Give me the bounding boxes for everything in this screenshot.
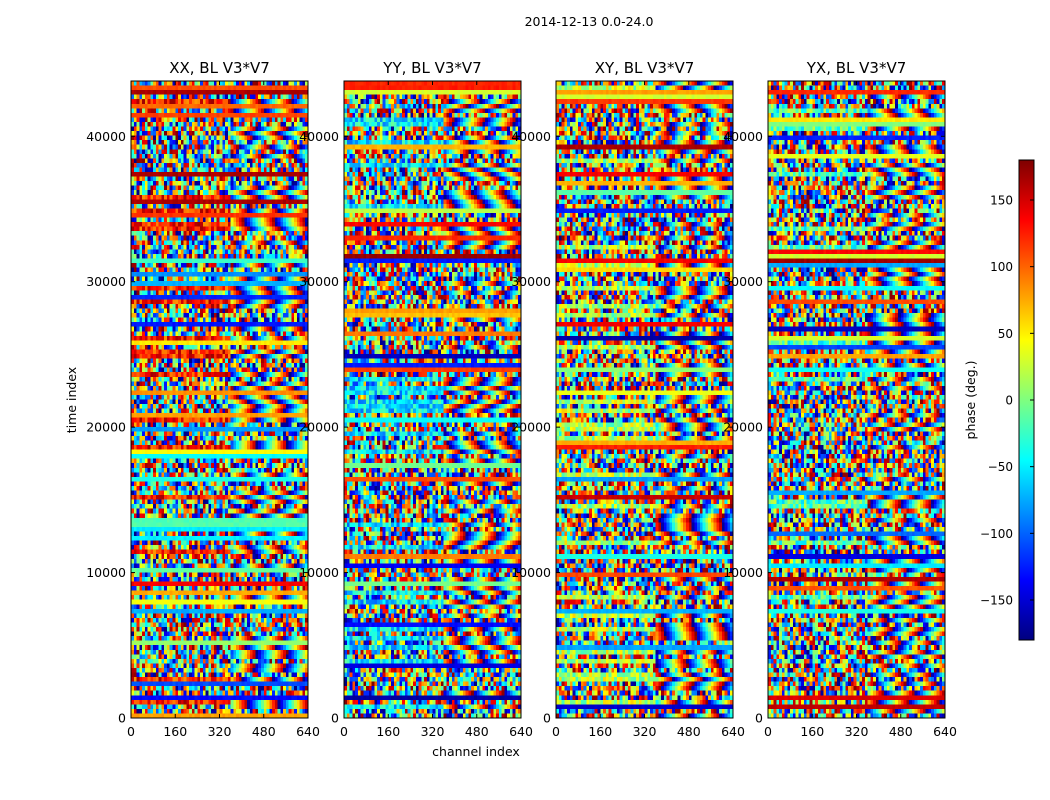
panel-title-2: XY, BL V3*V7 — [595, 59, 695, 77]
colorbar-tick-label-4: 50 — [998, 327, 1013, 341]
y-tick-label-2-1: 10000 — [511, 565, 551, 580]
x-tick-label-2-2: 320 — [633, 724, 657, 739]
colorbar-tick-label-3: 0 — [1005, 394, 1013, 408]
y-tick-label-3-1: 10000 — [723, 565, 763, 580]
colorbar-tick-label-1: −100 — [980, 527, 1013, 541]
y-tick-label-2-0: 0 — [543, 711, 551, 726]
y-tick-label-2-4: 40000 — [511, 129, 551, 144]
x-axis-label: channel index — [432, 744, 520, 759]
panel-title-0: XX, BL V3*V7 — [169, 59, 270, 77]
y-tick-label-3-4: 40000 — [723, 129, 763, 144]
colorbar-label: phase (deg.) — [963, 361, 978, 440]
x-tick-label-0-4: 640 — [296, 724, 320, 739]
x-tick-label-2-3: 480 — [677, 724, 701, 739]
y-tick-label-3-3: 30000 — [723, 274, 763, 289]
y-tick-label-2-3: 30000 — [511, 274, 551, 289]
panels: XX, BL V3*V7 0 160 320 480 640 0 10000 20000 3000… — [86, 59, 957, 739]
panel-3: YX, BL V3*V7 0 160 320 480 640 0 10000 20000 3000… — [723, 59, 957, 739]
colorbar-tick-label-2: −50 — [988, 460, 1013, 474]
y-tick-label-0-3: 30000 — [86, 274, 126, 289]
heatmap-image-1 — [344, 81, 521, 718]
colorbar-tick-label-5: 100 — [990, 260, 1013, 274]
y-tick-label-1-2: 20000 — [299, 420, 339, 435]
y-tick-label-0-4: 40000 — [86, 129, 126, 144]
x-tick-label-0-2: 320 — [208, 724, 232, 739]
x-tick-label-3-3: 480 — [889, 724, 913, 739]
x-tick-label-3-1: 160 — [800, 724, 824, 739]
panel-1: YY, BL V3*V7 0 160 320 480 640 0 10000 20000 3000… — [299, 59, 533, 739]
x-tick-label-3-2: 320 — [845, 724, 869, 739]
y-tick-label-0-0: 0 — [118, 711, 126, 726]
x-tick-label-0-3: 480 — [252, 724, 276, 739]
y-tick-label-1-3: 30000 — [299, 274, 339, 289]
x-tick-label-1-1: 160 — [376, 724, 400, 739]
colorbar-tick-label-0: −150 — [980, 594, 1013, 608]
x-tick-label-2-4: 640 — [721, 724, 745, 739]
x-tick-label-3-0: 0 — [764, 724, 772, 739]
x-tick-label-1-3: 480 — [465, 724, 489, 739]
panel-title-3: YX, BL V3*V7 — [806, 59, 907, 77]
y-tick-label-1-0: 0 — [331, 711, 339, 726]
y-tick-label-3-2: 20000 — [723, 420, 763, 435]
y-axis-label: time index — [64, 367, 79, 433]
colorbar-tick-label-6: 150 — [990, 194, 1013, 208]
y-tick-label-1-1: 10000 — [299, 565, 339, 580]
x-tick-label-2-1: 160 — [588, 724, 612, 739]
x-tick-label-0-1: 160 — [163, 724, 187, 739]
x-tick-label-1-4: 640 — [509, 724, 533, 739]
panel-title-1: YY, BL V3*V7 — [382, 59, 481, 77]
x-tick-label-0-0: 0 — [127, 724, 135, 739]
y-tick-label-3-0: 0 — [755, 711, 763, 726]
y-tick-label-0-2: 20000 — [86, 420, 126, 435]
suptitle: 2014-12-13 0.0-24.0 — [525, 14, 654, 29]
heatmap-image-0 — [131, 81, 308, 718]
y-tick-label-0-1: 10000 — [86, 565, 126, 580]
colorbar: −150 −100 −50 0 50 100 150 — [980, 159, 1035, 641]
heatmap-image-3 — [768, 81, 945, 718]
x-tick-label-1-0: 0 — [340, 724, 348, 739]
x-tick-label-2-0: 0 — [552, 724, 560, 739]
y-tick-label-1-4: 40000 — [299, 129, 339, 144]
y-tick-label-2-2: 20000 — [511, 420, 551, 435]
x-tick-label-3-4: 640 — [933, 724, 957, 739]
x-tick-label-1-2: 320 — [421, 724, 445, 739]
heatmap-image-2 — [556, 81, 733, 718]
panel-0: XX, BL V3*V7 0 160 320 480 640 0 10000 20000 3000… — [86, 59, 320, 739]
panel-2: XY, BL V3*V7 0 160 320 480 640 0 10000 20000 3000… — [511, 59, 745, 739]
